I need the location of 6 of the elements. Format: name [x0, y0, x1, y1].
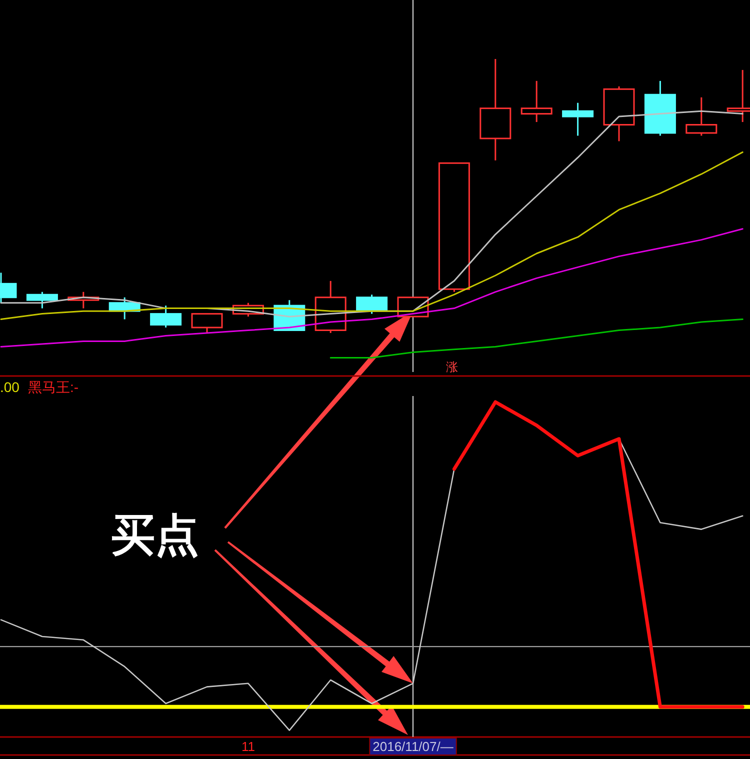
text: 涨: [446, 360, 458, 374]
text: 黑马王:-: [28, 379, 79, 395]
annotation: 买点: [111, 511, 199, 560]
tick-label: 2016/11/07/—: [372, 739, 454, 754]
text: .00: [0, 379, 20, 395]
tick-label: 11: [241, 739, 255, 754]
